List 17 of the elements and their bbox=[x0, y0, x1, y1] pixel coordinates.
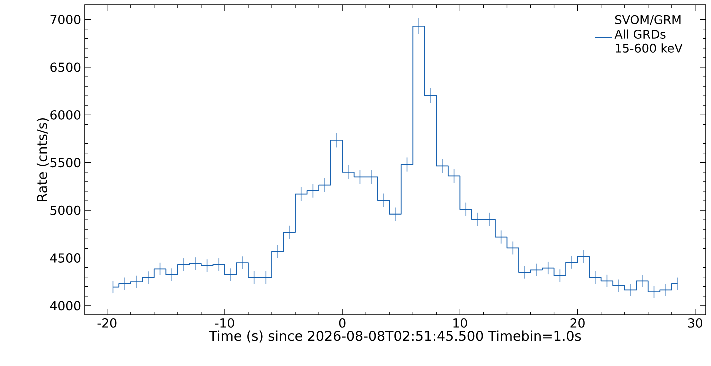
x-tick-label: -10 bbox=[215, 318, 234, 328]
y-tick-label: 7000 bbox=[50, 15, 81, 24]
y-axis-title: Rate (cnts/s) bbox=[36, 118, 49, 202]
x-tick-label: 20 bbox=[570, 318, 585, 328]
y-tick-label: 5000 bbox=[50, 206, 81, 216]
x-tick-label: 0 bbox=[339, 318, 346, 328]
x-axis-title: Time (s) since 2026-08-08T02:51:45.500 Timebin=1.0s bbox=[209, 330, 582, 343]
x-tick-label: 30 bbox=[688, 318, 703, 328]
x-tick-label: 10 bbox=[454, 318, 468, 328]
y-tick-label: 4500 bbox=[50, 254, 81, 263]
y-tick-label: 4000 bbox=[50, 301, 81, 311]
legend-label: All GRDs 15-600 keV bbox=[614, 30, 683, 53]
y-tick-label: 6000 bbox=[50, 110, 81, 120]
y-tick-label: 6500 bbox=[50, 62, 81, 72]
x-tick-label: -20 bbox=[98, 318, 117, 328]
y-tick-label: 5500 bbox=[50, 158, 81, 168]
legend-title: SVOM/GRM bbox=[615, 15, 681, 26]
